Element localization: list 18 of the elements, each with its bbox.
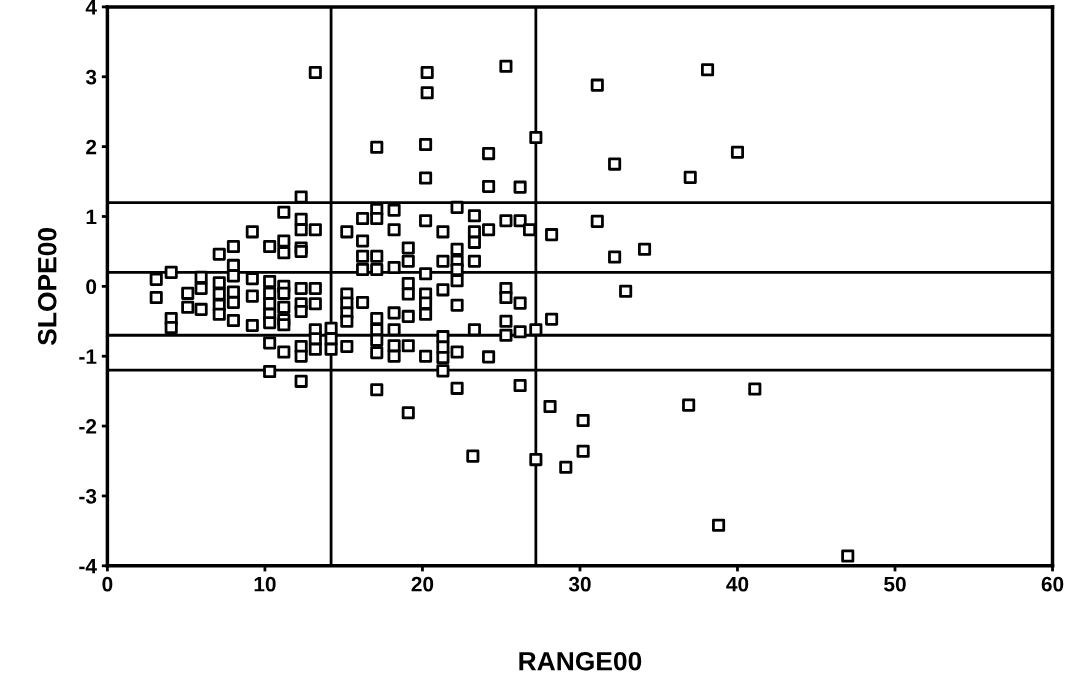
y-tick-label: 4 [85,0,97,15]
x-axis-title: RANGE00 [519,651,642,671]
y-tick-label: -4 [79,559,97,574]
x-tick-label: 0 [102,576,113,592]
x-tick-label: 30 [568,576,591,592]
y-tick-label: 3 [85,69,97,85]
x-tick-label: 10 [254,576,276,592]
y-tick-label: 1 [86,209,97,225]
x-tick-label: 60 [1041,576,1064,592]
x-tick-label: 50 [884,576,906,592]
x-tick-label: 40 [726,576,749,592]
y-tick-label: -1 [79,349,97,364]
y-tick-label: -3 [79,488,97,504]
y-tick-label: -2 [79,419,97,434]
x-tick-label: 20 [411,576,434,592]
y-axis-title: SLOPE00 [37,228,57,345]
y-tick-label: 0 [86,279,97,295]
y-tick-label: 2 [86,139,97,155]
